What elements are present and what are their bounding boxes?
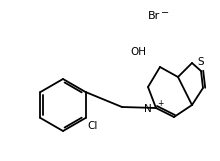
Text: Cl: Cl bbox=[88, 121, 98, 131]
Text: −: − bbox=[161, 8, 169, 18]
Text: +: + bbox=[157, 99, 163, 108]
Text: Br: Br bbox=[148, 11, 160, 21]
Text: S: S bbox=[197, 57, 204, 67]
Text: OH: OH bbox=[130, 47, 146, 57]
Text: N: N bbox=[144, 104, 152, 114]
